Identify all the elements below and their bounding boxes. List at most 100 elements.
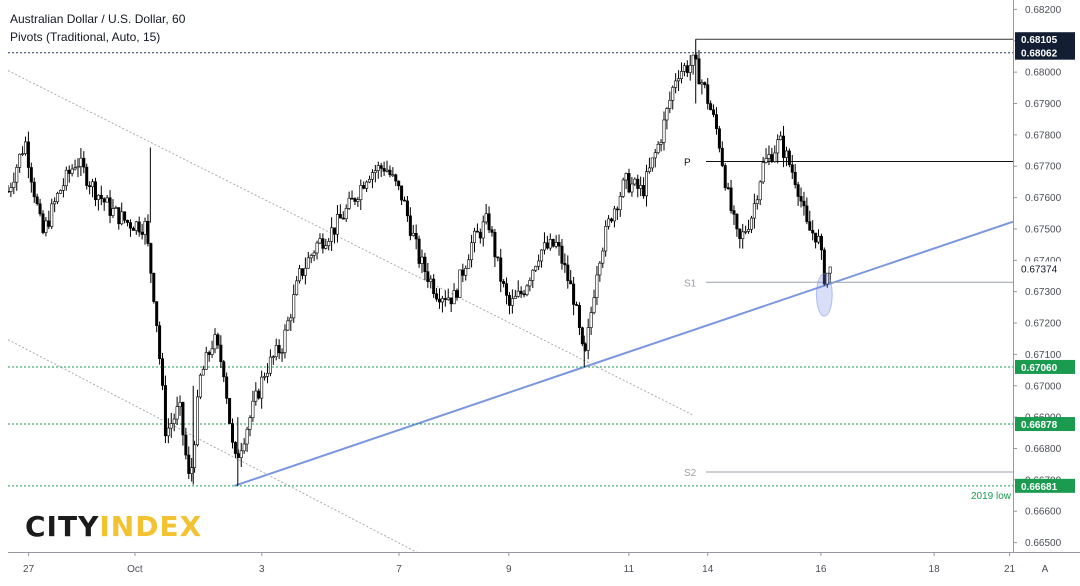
candle xyxy=(770,147,774,164)
candle-body xyxy=(802,200,806,207)
candle-body xyxy=(563,263,567,266)
candle-body xyxy=(671,87,675,101)
y-tick-label: 0.67700 xyxy=(1025,162,1062,173)
candle xyxy=(819,233,823,260)
candle-body xyxy=(639,185,643,189)
candle xyxy=(429,275,433,289)
candle-body xyxy=(779,135,783,140)
candle-body xyxy=(507,295,511,306)
candle xyxy=(271,355,275,365)
candle-body xyxy=(481,221,485,239)
candle-body xyxy=(493,232,497,258)
candle-body xyxy=(265,372,269,377)
candle xyxy=(350,190,354,200)
candle xyxy=(32,177,36,203)
candle-body xyxy=(12,181,16,188)
candle-body xyxy=(691,54,695,66)
candle xyxy=(190,457,194,482)
candle-body xyxy=(146,220,150,244)
candle xyxy=(802,191,806,216)
candle-body xyxy=(534,266,538,271)
candle-body xyxy=(784,150,788,158)
candle-body xyxy=(353,198,357,202)
candle-body xyxy=(41,213,45,233)
candle-body xyxy=(9,187,13,192)
auto-scale-label: A xyxy=(1042,564,1049,575)
candle xyxy=(475,223,479,233)
candle-body xyxy=(592,297,596,313)
candle-body xyxy=(85,166,89,186)
candle xyxy=(499,248,503,293)
candle-body xyxy=(525,285,529,295)
candle xyxy=(627,168,631,194)
candle-body xyxy=(347,197,351,209)
candle xyxy=(356,196,360,207)
candle-body xyxy=(44,220,48,233)
candle xyxy=(723,163,727,191)
candle-body xyxy=(770,154,774,162)
price-label-bg xyxy=(1015,478,1075,493)
candle xyxy=(817,229,821,245)
candle-body xyxy=(697,58,701,85)
candle-body xyxy=(219,344,223,363)
candle-body xyxy=(58,190,62,194)
candle xyxy=(23,136,27,156)
candle-body xyxy=(403,199,407,202)
candle-body xyxy=(621,179,625,197)
candle-body xyxy=(665,108,669,121)
candle-body xyxy=(458,269,462,298)
candle-body xyxy=(557,242,561,247)
candle xyxy=(88,181,92,195)
candle xyxy=(175,396,179,426)
candle-body xyxy=(61,185,65,191)
candle-body xyxy=(647,167,651,172)
candle-body xyxy=(8,191,10,193)
candle-body xyxy=(300,268,304,276)
chart-axes: 0.665000.666000.667000.668000.669000.670… xyxy=(23,5,1075,575)
candle-body xyxy=(817,235,821,243)
candle xyxy=(787,148,791,168)
candle-body xyxy=(782,135,786,158)
candle-body xyxy=(814,232,818,243)
candle xyxy=(61,178,65,198)
price-label-box: 0.68105 xyxy=(1015,32,1075,47)
candle xyxy=(481,215,485,247)
candle-body xyxy=(420,256,424,264)
candle xyxy=(379,162,383,177)
candle xyxy=(137,216,141,237)
candle xyxy=(612,205,616,228)
candle xyxy=(260,370,264,409)
candle-body xyxy=(452,290,456,305)
candle xyxy=(461,263,465,283)
candle-body xyxy=(752,203,756,219)
candle xyxy=(607,215,611,230)
candle xyxy=(207,350,211,362)
candle-body xyxy=(767,154,771,159)
candle-body xyxy=(548,239,552,249)
y-tick-label: 0.68200 xyxy=(1025,5,1062,16)
candle-body xyxy=(400,185,404,201)
candle xyxy=(306,251,310,269)
candle-body xyxy=(747,229,751,232)
candle xyxy=(417,235,421,268)
candle-body xyxy=(545,242,549,249)
candle xyxy=(41,210,45,235)
candle xyxy=(82,151,86,174)
price-label-bg xyxy=(1015,261,1075,276)
candle xyxy=(382,161,386,177)
price-label-box: 0.66878 xyxy=(1015,417,1075,432)
candle xyxy=(525,284,529,297)
candle-body xyxy=(437,298,441,303)
y-tick-label: 0.66500 xyxy=(1025,538,1062,549)
candle-body xyxy=(405,200,409,217)
x-tick-label: 27 xyxy=(23,564,35,575)
candle-body xyxy=(292,294,296,319)
candle-body xyxy=(158,325,162,359)
candle xyxy=(656,141,660,155)
candle-body xyxy=(169,423,173,429)
candle-body xyxy=(254,390,258,402)
candle xyxy=(601,247,605,268)
candle-body xyxy=(333,227,337,235)
y-tick-label: 0.68000 xyxy=(1025,68,1062,79)
